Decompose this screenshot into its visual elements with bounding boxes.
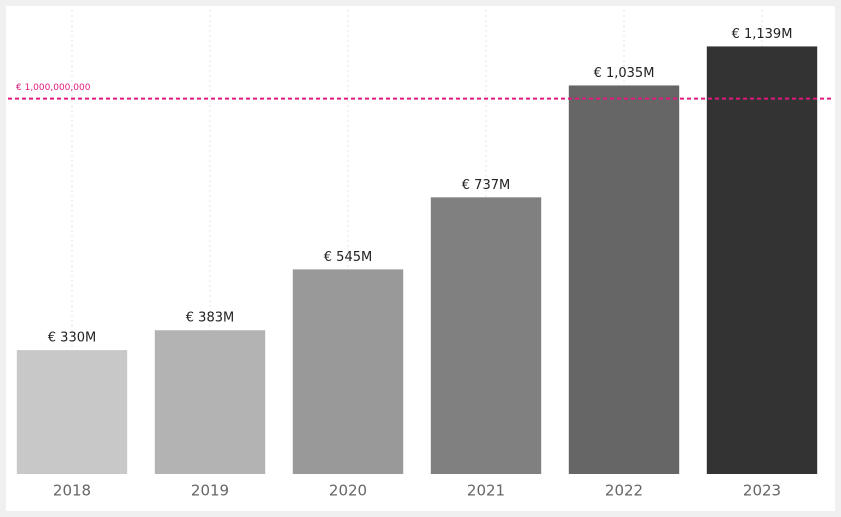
data-label: € 330M	[48, 331, 96, 346]
bar	[154, 330, 266, 474]
data-label: € 545M	[324, 250, 372, 265]
bar	[16, 350, 128, 474]
data-label: € 1,139M	[732, 27, 793, 42]
x-tick-label: 2018	[53, 482, 91, 500]
bar	[292, 269, 404, 474]
reference-label: € 1,000,000,000	[16, 83, 91, 93]
x-tick-label: 2019	[191, 482, 229, 500]
x-tick-label: 2020	[329, 482, 367, 500]
chart-background	[6, 6, 835, 511]
bar	[706, 46, 818, 475]
x-tick-label: 2021	[467, 482, 505, 500]
data-label: € 383M	[186, 311, 234, 326]
bar	[568, 85, 680, 474]
data-label: € 737M	[462, 178, 510, 193]
x-tick-label: 2022	[605, 482, 643, 500]
x-tick-label: 2023	[743, 482, 781, 500]
bar	[430, 197, 542, 475]
data-label: € 1,035M	[594, 66, 655, 81]
